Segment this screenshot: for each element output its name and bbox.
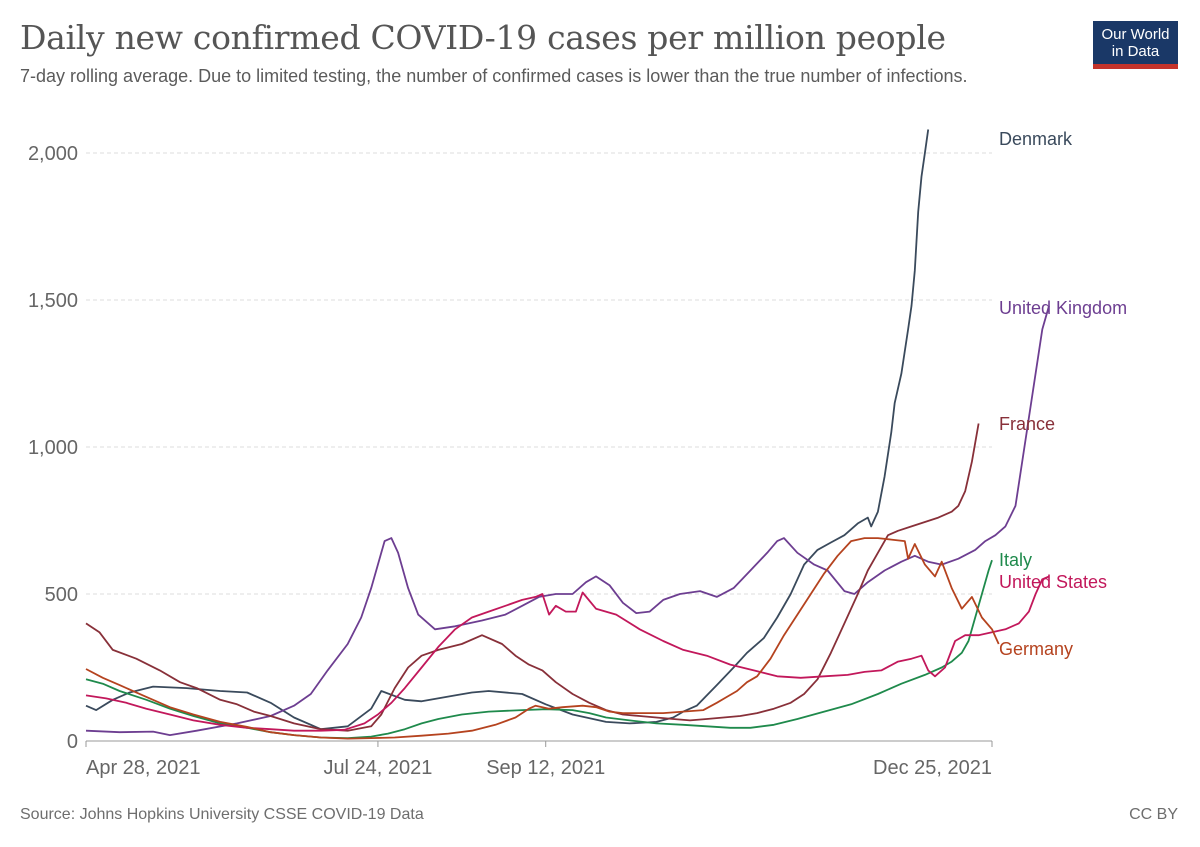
series-line-italy[interactable]	[85, 559, 993, 739]
owid-logo[interactable]: Our World in Data	[1093, 21, 1178, 69]
series-label-france[interactable]: France	[999, 414, 1055, 434]
y-tick-label: 0	[67, 731, 78, 753]
logo-accent-bar	[1093, 64, 1178, 69]
series-label-italy[interactable]: Italy	[999, 550, 1032, 570]
y-tick-label: 1,000	[28, 437, 78, 459]
series-label-germany[interactable]: Germany	[999, 639, 1073, 659]
series-lines	[85, 129, 1050, 740]
series-label-united-states[interactable]: United States	[999, 572, 1107, 592]
series-line-denmark[interactable]	[85, 129, 930, 731]
logo-line-1: Our World	[1101, 26, 1170, 43]
series-line-united-states[interactable]	[85, 575, 1050, 732]
series-line-france[interactable]	[85, 423, 980, 732]
series-line-united-kingdom[interactable]	[85, 305, 1050, 736]
y-axis: 0 500 1,000 1,500 2,000	[28, 143, 78, 753]
y-tick-label: 1,500	[28, 290, 78, 312]
series-line-germany[interactable]	[85, 537, 1000, 740]
chart-title: Daily new confirmed COVID-19 cases per m…	[20, 18, 946, 57]
license-link[interactable]: CC BY	[1129, 806, 1178, 823]
gridlines	[86, 152, 992, 595]
y-tick-label: 500	[45, 584, 78, 606]
x-tick-label: Jul 24, 2021	[323, 757, 432, 779]
chart-subtitle: 7-day rolling average. Due to limited te…	[20, 66, 968, 86]
series-label-denmark[interactable]: Denmark	[999, 129, 1073, 149]
x-tick-label: Apr 28, 2021	[86, 757, 201, 779]
source-note[interactable]: Source: Johns Hopkins University CSSE CO…	[20, 806, 424, 823]
x-tick-label: Dec 25, 2021	[873, 757, 992, 779]
x-tick-label: Sep 12, 2021	[486, 757, 605, 779]
x-axis: Apr 28, 2021 Jul 24, 2021 Sep 12, 2021 Dec …	[85, 740, 993, 779]
logo-line-2: in Data	[1111, 43, 1160, 60]
y-tick-label: 2,000	[28, 143, 78, 165]
series-label-united-kingdom[interactable]: United Kingdom	[999, 298, 1127, 318]
